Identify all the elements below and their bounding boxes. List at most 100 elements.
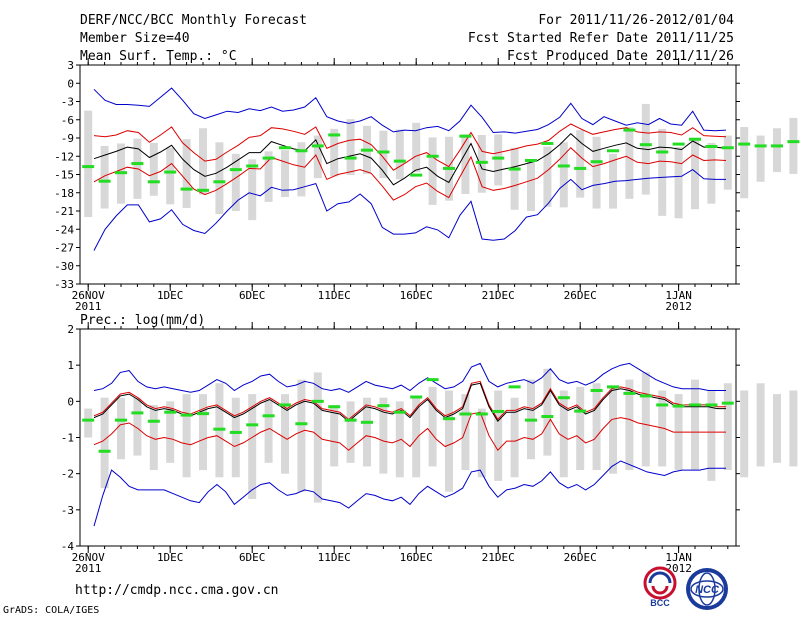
- x-tick-year: 2011: [75, 300, 102, 313]
- median-marker: [623, 128, 636, 132]
- median-marker: [361, 148, 373, 152]
- y-tick-label: -33: [54, 278, 74, 291]
- median-marker: [639, 394, 652, 398]
- y-tick-label: -3: [61, 504, 74, 517]
- bcc-logo-text: BCC: [650, 598, 670, 608]
- ensemble-box: [149, 142, 158, 196]
- forecast-range-label: For 2011/11/26-2012/01/04: [538, 13, 734, 28]
- x-tick-label: 1DEC: [157, 551, 184, 564]
- median-marker: [328, 405, 341, 409]
- ensemble-box: [215, 142, 224, 215]
- ensemble-box: [625, 379, 634, 471]
- median-marker: [574, 409, 587, 413]
- median-marker: [689, 137, 701, 141]
- ensemble-box: [740, 390, 749, 478]
- ensemble-box: [445, 390, 453, 492]
- ensemble-box: [231, 397, 240, 478]
- inner-upper-line: [93, 380, 726, 421]
- ensemble-box: [281, 394, 289, 474]
- x-tick-label: 16DEC: [400, 289, 433, 302]
- ensemble-box: [100, 397, 109, 489]
- ensemble-box: [707, 390, 716, 481]
- plot-frame: [79, 64, 737, 285]
- median-marker: [98, 449, 111, 453]
- ensemble-box: [428, 386, 437, 467]
- median-marker: [672, 142, 685, 146]
- median-marker: [541, 415, 554, 419]
- y-tick-label: 1: [67, 359, 74, 372]
- median-marker: [279, 403, 291, 407]
- x-tick-label: 6DEC: [239, 289, 266, 302]
- median-marker: [525, 418, 537, 422]
- ensemble-box: [428, 137, 437, 205]
- y-tick-label: -9: [61, 132, 74, 145]
- x-tick-year: 2012: [665, 300, 692, 313]
- ensemble-box: [477, 134, 486, 193]
- ensemble-box: [199, 394, 207, 471]
- median-marker: [279, 146, 291, 150]
- ensemble-box: [494, 390, 503, 481]
- median-marker: [197, 188, 209, 192]
- ensemble-box: [461, 134, 470, 194]
- ensemble-box: [723, 135, 732, 190]
- ensemble-box: [691, 138, 699, 210]
- median-marker: [557, 164, 570, 168]
- median-marker: [426, 154, 439, 158]
- median-marker: [508, 385, 521, 389]
- ensemble-box: [559, 390, 568, 478]
- ensemble-box: [395, 401, 404, 478]
- median-marker: [475, 412, 488, 416]
- x-tick-label: 21DEC: [482, 551, 515, 564]
- median-marker: [574, 166, 587, 170]
- chart-title: DERF/NCC/BCC Monthly Forecast: [80, 13, 307, 28]
- x-tick-label: 1DEC: [157, 289, 184, 302]
- ensemble-box: [756, 383, 765, 467]
- ensemble-box: [100, 145, 109, 209]
- ensemble-box: [248, 394, 257, 499]
- ensemble-box: [412, 122, 421, 173]
- median-marker: [82, 418, 95, 422]
- ncc-logo: NCC: [686, 568, 728, 610]
- ensemble-box: [723, 383, 732, 471]
- y-tick-label: -4: [61, 540, 75, 553]
- ensemble-box: [658, 128, 667, 216]
- inner-upper-line: [93, 123, 727, 171]
- median-marker: [147, 419, 160, 423]
- ensemble-box: [691, 379, 699, 471]
- ensemble-box: [297, 142, 306, 197]
- median-marker: [361, 420, 373, 424]
- ensemble-box: [182, 139, 191, 208]
- ensemble-box: [477, 408, 486, 478]
- ensemble-box: [609, 386, 617, 474]
- median-marker: [541, 141, 554, 145]
- ensemble-box: [379, 397, 388, 474]
- ensemble-mean-line: [93, 133, 727, 186]
- x-tick-label: 26DEC: [564, 289, 597, 302]
- ensemble-box: [297, 379, 306, 492]
- ensemble-box: [510, 147, 519, 210]
- ensemble-box: [363, 397, 371, 467]
- grads-credit: GrADS: COLA/IGES: [3, 605, 100, 616]
- median-marker: [344, 418, 357, 422]
- y-tick-label: -21: [54, 205, 74, 218]
- x-tick-label: 11DEC: [318, 551, 351, 564]
- source-url[interactable]: http://cmdp.ncc.cma.gov.cn: [75, 583, 279, 598]
- bcc-logo: BCC: [643, 566, 677, 608]
- ensemble-box: [149, 404, 158, 471]
- median-marker: [328, 133, 341, 137]
- ensemble-box: [789, 390, 798, 467]
- ensemble-box: [641, 372, 650, 467]
- panel-subtitle: Prec.: log(mm/d): [80, 313, 205, 328]
- ensemble-box: [330, 404, 339, 467]
- median-marker: [639, 143, 652, 147]
- ensemble-box: [379, 130, 388, 179]
- median-marker: [623, 391, 636, 395]
- y-tick-label: 0: [67, 77, 74, 90]
- median-marker: [689, 403, 701, 407]
- median-marker: [656, 403, 669, 407]
- x-tick-label: 21DEC: [482, 289, 515, 302]
- y-tick-label: 3: [67, 59, 74, 72]
- ensemble-box: [576, 130, 585, 198]
